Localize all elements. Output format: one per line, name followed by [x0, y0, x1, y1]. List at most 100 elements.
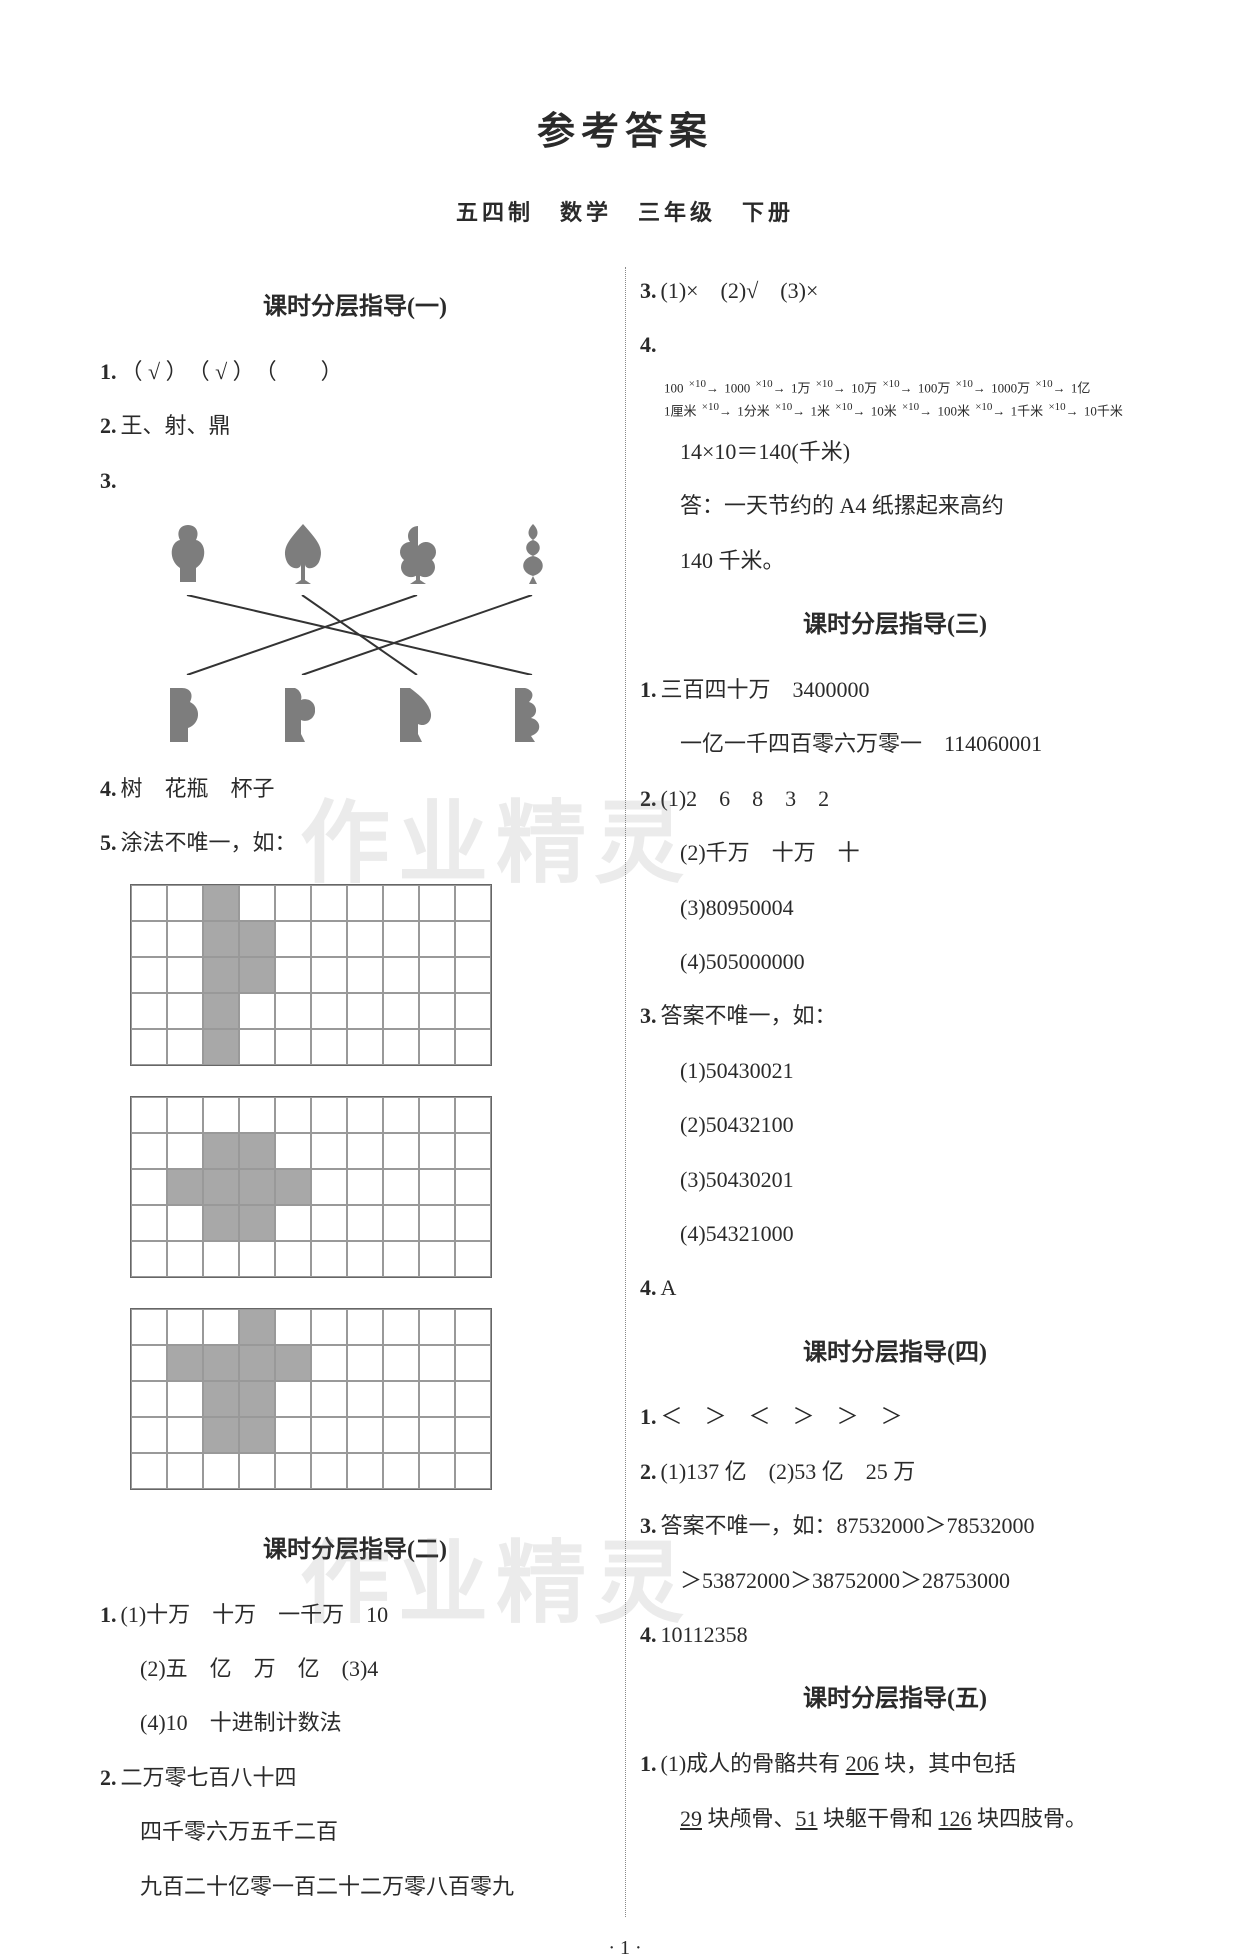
answer-item: 4.树 花瓶 杯子 — [100, 765, 610, 813]
grid-cell — [167, 1453, 203, 1489]
answer-item: 一亿一千四百零六万零一 114060001 — [640, 720, 1150, 768]
shape-finial — [503, 520, 563, 590]
answer-item: 4. — [640, 321, 1150, 369]
answer-item: 5.涂法不唯一，如： — [100, 819, 610, 867]
grid-cell — [131, 1029, 167, 1065]
grid-cell — [131, 885, 167, 921]
grid-cell — [311, 1309, 347, 1345]
item-text: (1)× (2)√ (3)× — [661, 278, 819, 303]
grid-cell — [275, 1169, 311, 1205]
grid-cell — [419, 885, 455, 921]
grid-cell — [275, 1345, 311, 1381]
grid-cell — [203, 885, 239, 921]
item-text: (4)54321000 — [680, 1221, 794, 1246]
item-text: (2)千万 十万 十 — [680, 840, 860, 865]
grid-cell — [203, 1205, 239, 1241]
grid-cell — [455, 1309, 491, 1345]
answer-item: (3)80950004 — [640, 884, 1150, 932]
answer-item: 1.（ √ ） （ √ ） （ ） — [100, 348, 610, 396]
grid-cell — [383, 1309, 419, 1345]
grid-cell — [347, 1417, 383, 1453]
grid-cell — [455, 957, 491, 993]
grid-cell — [455, 1381, 491, 1417]
answer-item: (2)50432100 — [640, 1101, 1150, 1149]
grid-cell — [167, 1029, 203, 1065]
grid-cell — [275, 1309, 311, 1345]
item-number: 3. — [640, 1003, 657, 1028]
grid-cell — [455, 1029, 491, 1065]
item-number: 5. — [100, 830, 117, 855]
grid-cell — [131, 1309, 167, 1345]
shading-grid — [130, 884, 492, 1066]
answer-item: 2.(1)2 6 8 3 2 — [640, 775, 1150, 823]
grid-cell — [347, 1097, 383, 1133]
grid-cell — [347, 1169, 383, 1205]
grid-cell — [239, 957, 275, 993]
grid-cell — [383, 921, 419, 957]
answer-item: (1)50430021 — [640, 1047, 1150, 1095]
grid-cell — [239, 1169, 275, 1205]
grid-cell — [131, 1417, 167, 1453]
grid-cell — [239, 1241, 275, 1277]
item-text: 九百二十亿零一百二十二万零八百零九 — [140, 1874, 514, 1899]
item-text: 四千零六万五千二百 — [140, 1819, 338, 1844]
item-text: (1)成人的骨骼共有 206 块，其中包括 — [661, 1751, 1017, 1776]
item-text: (4)505000000 — [680, 949, 805, 974]
grid-cell — [203, 1417, 239, 1453]
answer-item: 3.答案不唯一，如： — [640, 992, 1150, 1040]
grid-cell — [347, 993, 383, 1029]
column-divider — [625, 267, 626, 1917]
item-number: 4. — [100, 776, 117, 801]
grid-cell — [455, 1169, 491, 1205]
grid-cell — [419, 993, 455, 1029]
grid-cell — [203, 921, 239, 957]
grid-cell — [239, 1097, 275, 1133]
grid-cell — [383, 1133, 419, 1169]
matching-diagram — [130, 515, 590, 755]
grid-cell — [347, 1381, 383, 1417]
grid-cell — [383, 1381, 419, 1417]
grid-cell — [239, 1205, 275, 1241]
grid-cell — [275, 1097, 311, 1133]
grid-cell — [131, 1097, 167, 1133]
grid-cell — [131, 1169, 167, 1205]
grid-cell — [131, 1453, 167, 1489]
grid-cell — [419, 1029, 455, 1065]
grid-cell — [131, 1381, 167, 1417]
answer-item: 2.二万零七百八十四 — [100, 1754, 610, 1802]
answer-item: (3)50430201 — [640, 1156, 1150, 1204]
item-number: 1. — [640, 677, 657, 702]
grid-cell — [275, 1453, 311, 1489]
item-number: 4. — [640, 1622, 657, 1647]
grid-cell — [383, 1453, 419, 1489]
item-text: 答：一天节约的 A4 纸摞起来高约 — [680, 493, 1004, 518]
grid-cell — [167, 957, 203, 993]
grid-cell — [203, 1309, 239, 1345]
two-column-layout: 课时分层指导(一)1.（ √ ） （ √ ） （ ）2.王、射、鼎3.4.树 花… — [100, 267, 1150, 1917]
item-number: 1. — [640, 1404, 657, 1429]
grid-cell — [275, 1205, 311, 1241]
grid-cell — [167, 1133, 203, 1169]
item-text: (2)五 亿 万 亿 (3)4 — [140, 1656, 378, 1681]
grid-cell — [419, 1453, 455, 1489]
grid-cell — [167, 1169, 203, 1205]
grid-cell — [455, 1417, 491, 1453]
grid-cell — [419, 1309, 455, 1345]
grid-cell — [347, 1453, 383, 1489]
item-number: 2. — [100, 413, 117, 438]
answer-item: (4)10 十进制计数法 — [100, 1699, 610, 1747]
grid-cell — [131, 1241, 167, 1277]
answer-item: 4.A — [640, 1264, 1150, 1312]
item-text: (1)50430021 — [680, 1058, 794, 1083]
grid-cell — [239, 1381, 275, 1417]
grid-cell — [203, 1029, 239, 1065]
grid-cell — [311, 1205, 347, 1241]
shape-half-finial — [503, 680, 563, 750]
section-heading: 课时分层指导(二) — [100, 1524, 610, 1577]
grid-cell — [275, 993, 311, 1029]
grid-cell — [347, 885, 383, 921]
grid-cell — [167, 1309, 203, 1345]
grid-cell — [167, 921, 203, 957]
grid-cell — [455, 1097, 491, 1133]
answer-item: (4)505000000 — [640, 938, 1150, 986]
